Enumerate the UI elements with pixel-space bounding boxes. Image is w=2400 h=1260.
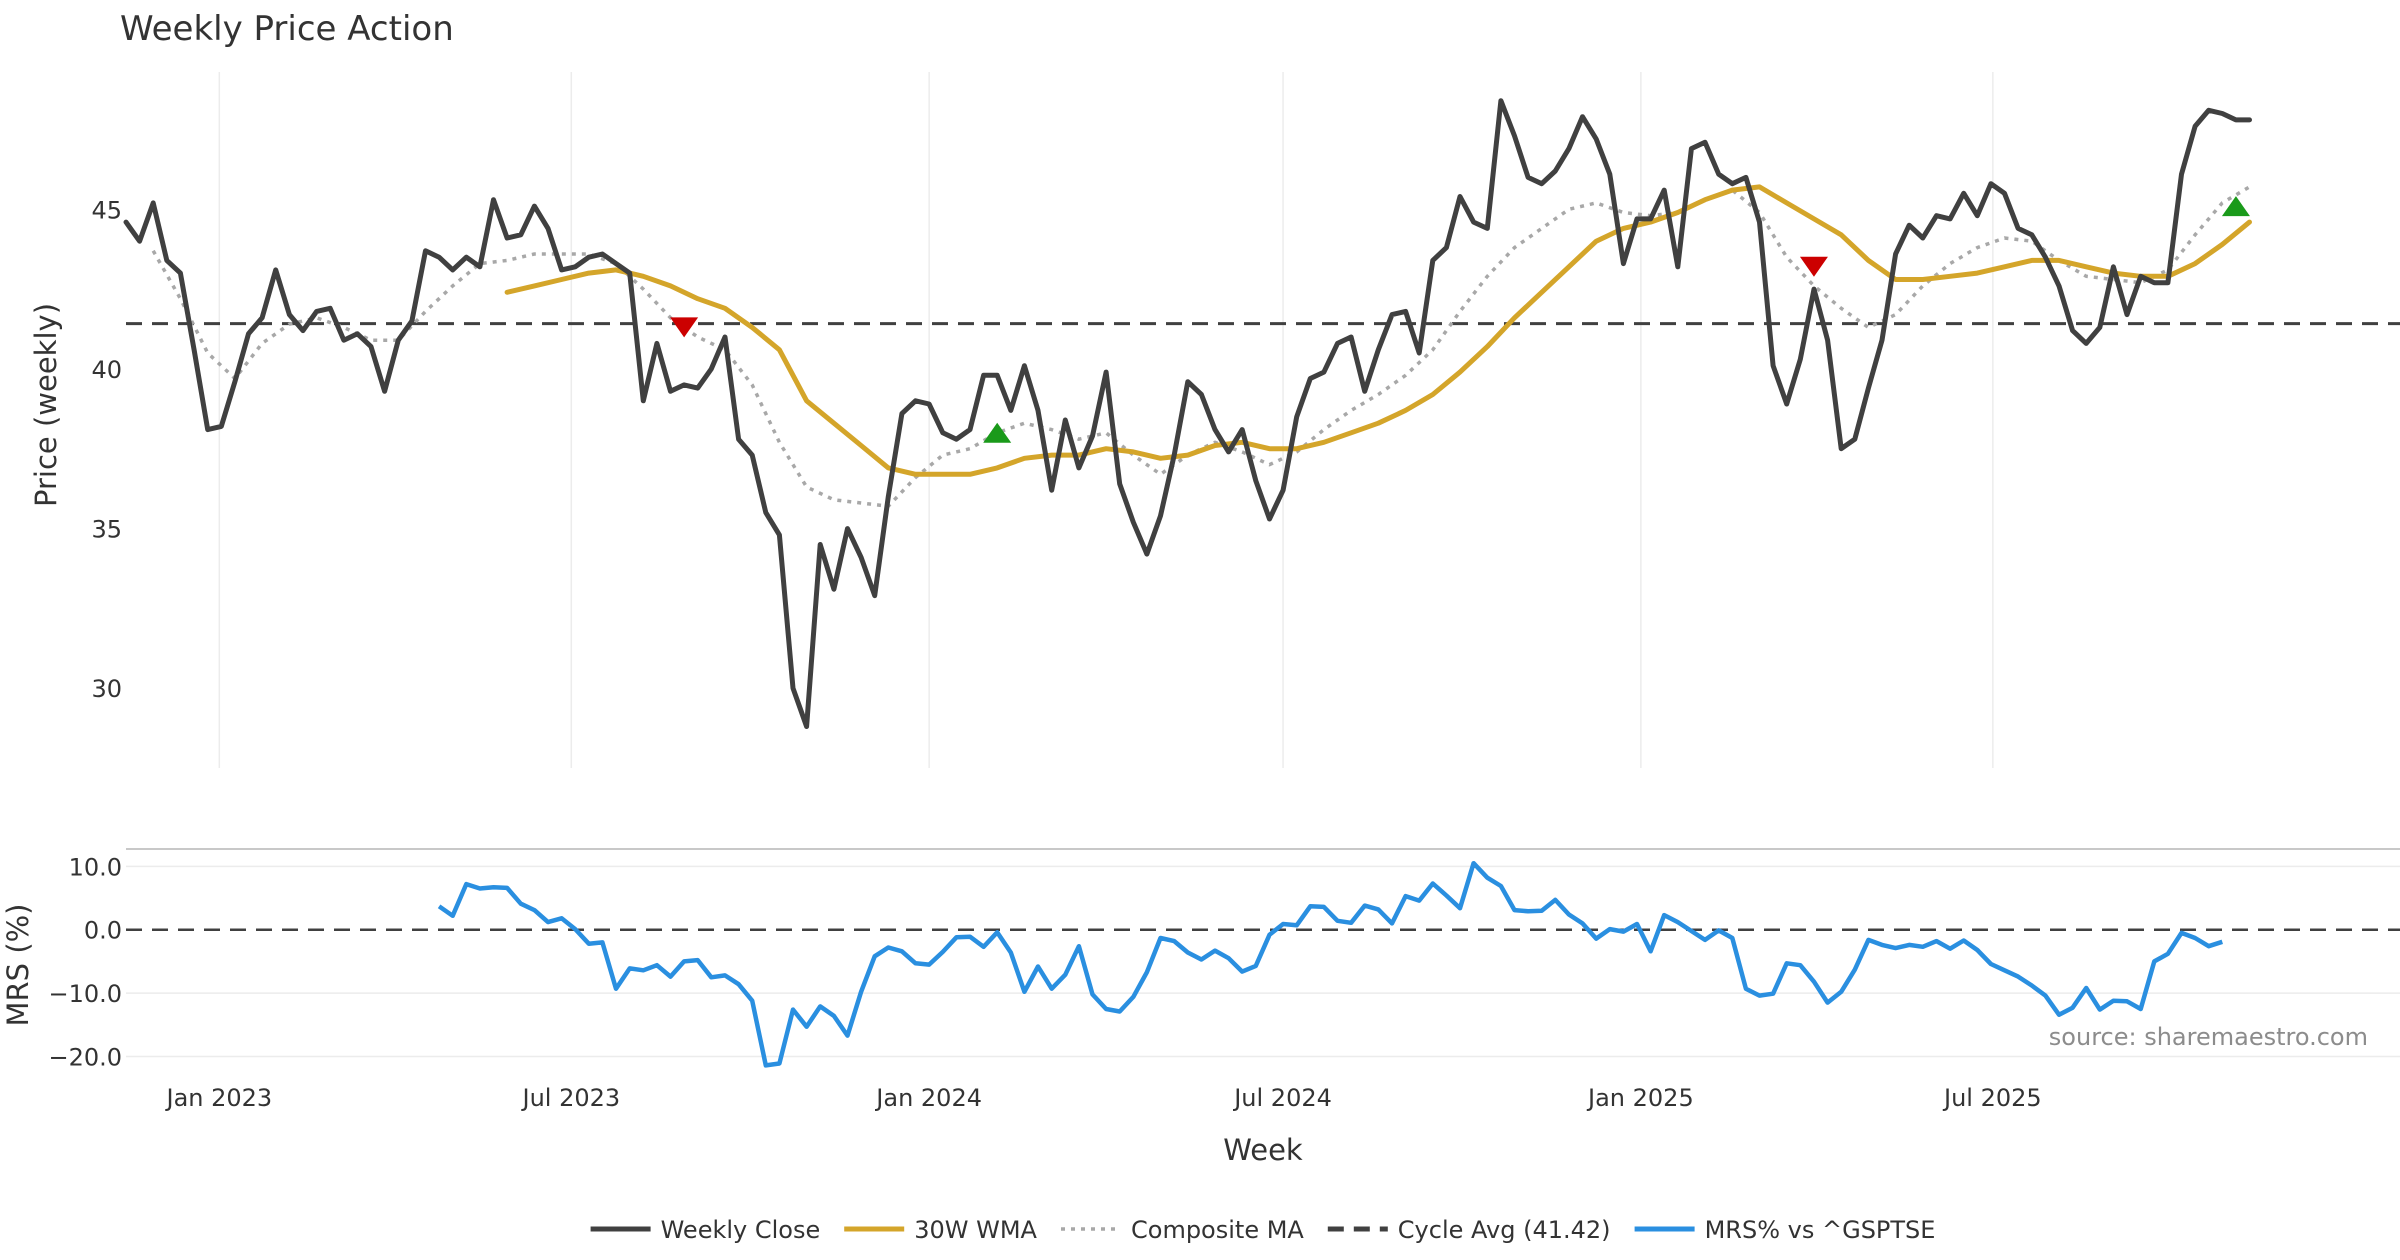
mrs-y-ticks: 10.0 0.0 −10.0 −20.0 [48,853,122,1071]
price-series [123,98,2400,729]
legend-label-0: Weekly Close [661,1216,821,1244]
price-y-tick-45: 45 [91,196,122,224]
legend-item-mrs-vs-gsptse: MRS% vs ^GSPTSE [1634,1216,1936,1244]
buy-signal-marker-1 [983,422,1012,443]
x-tick-0: Jan 2023 [164,1084,272,1112]
x-tick-3: Jul 2024 [1232,1084,1332,1112]
legend: Weekly Close 30W WMA Composite MA Cycle Avg… [590,1216,1936,1244]
x-axis-ticks: Jan 2023 Jul 2023 Jan 2024 Jul 2024 Jan 2025… [164,1084,2041,1112]
mrs-grid [126,865,2400,1058]
sell-signal-marker-2 [1799,256,1828,277]
price-y-tick-40: 40 [91,356,122,384]
x-tick-2: Jan 2024 [874,1084,982,1112]
chart-title: Weekly Price Action [120,9,454,49]
buy-signal-marker-3 [2221,196,2250,217]
legend-label-3: Cycle Avg (41.42) [1398,1216,1611,1244]
mrs-y-tick-1: 0.0 [84,917,122,945]
series-30w-wma [504,184,2252,477]
mrs-y-axis-label: MRS (%) [1,904,35,1027]
source-annotation: source: sharemaestro.com [2049,1023,2368,1051]
legend-label-1: 30W WMA [914,1216,1037,1244]
price-y-ticks: 30 35 40 45 [91,196,122,703]
legend-label-4: MRS% vs ^GSPTSE [1705,1216,1936,1244]
legend-label-2: Composite MA [1131,1216,1304,1244]
x-tick-5: Jul 2025 [1942,1084,2042,1112]
mrs-series [437,860,2223,1068]
price-panel: 30 35 40 45 Price (weekly) [29,72,2400,768]
sell-signal-marker-0 [670,317,699,338]
series-mrs-vs-gsptse [437,860,2223,1068]
legend-item-weekly-close: Weekly Close [590,1216,821,1244]
legend-item-composite-ma: Composite MA [1061,1216,1304,1244]
mrs-y-tick-3: −20.0 [48,1043,122,1071]
x-tick-4: Jan 2025 [1586,1084,1694,1112]
signal-markers [670,196,2250,443]
mrs-panel: 10.0 0.0 −10.0 −20.0 MRS (%) source: sharem… [1,853,2400,1071]
series-composite-ma [151,185,2251,508]
price-y-tick-35: 35 [91,516,122,544]
price-y-axis-label: Price (weekly) [29,303,63,507]
x-axis-label: Week [1223,1133,1303,1167]
mrs-y-tick-0: 10.0 [69,853,122,881]
x-tick-1: Jul 2023 [520,1084,620,1112]
series-weekly-close [123,98,2252,729]
legend-item-30w-wma: 30W WMA [844,1216,1038,1244]
price-y-tick-30: 30 [91,675,122,703]
mrs-y-tick-2: −10.0 [48,980,122,1008]
legend-item-cycle-avg-41-42: Cycle Avg (41.42) [1327,1216,1611,1244]
price-grid [218,72,1994,768]
